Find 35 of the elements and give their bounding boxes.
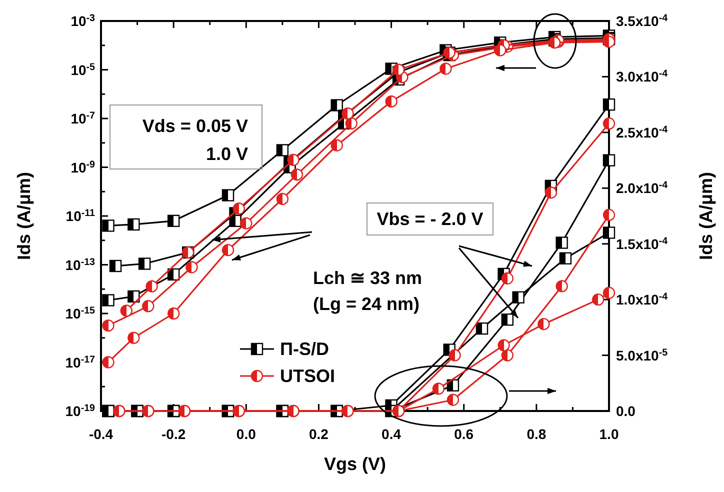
y-tick-label: 10$^{-9}$	[70, 158, 96, 176]
y2-tick-label: 0.0	[616, 403, 636, 419]
x-tick-label: 0.4	[382, 426, 402, 442]
y2-tick-label: 1.5x10$^{-4}$	[616, 235, 668, 252]
annotation: Vbs = - 2.0 V	[376, 209, 484, 229]
y-tick-label: 10$^{-11}$	[66, 208, 96, 224]
y-tick-label: 10$^{-17}$	[65, 354, 96, 370]
y-tick-label: 10$^{-7}$	[70, 110, 96, 126]
x-tick-label: 0.0	[236, 426, 256, 442]
x-tick-label: 1.0	[599, 426, 619, 442]
x-tick-label: -0.2	[162, 426, 186, 442]
annotation: Lch ≅ 33 nm	[313, 268, 422, 288]
y2-tick-label: 5.0x10$^{-5}$	[616, 346, 668, 364]
annotation: 1.0 V	[206, 144, 248, 164]
x-tick-label: 0.2	[308, 426, 329, 442]
y-tick-label: 10$^{-5}$	[70, 61, 96, 78]
annotation: Vds = 0.05 V	[142, 116, 248, 136]
y-tick-label: 10$^{-19}$	[65, 402, 96, 419]
x-tick-label: -0.4	[88, 426, 114, 442]
y2-tick-label: 3.5x10$^{-4}$	[616, 12, 668, 29]
y-tick-label: 10$^{-15}$	[65, 305, 96, 322]
annotation: (Lg = 24 nm)	[313, 294, 420, 314]
y2-tick-label: 2.5x10$^{-4}$	[616, 124, 668, 140]
y-axis-title: Ids (A/μm)	[14, 172, 34, 260]
y-tick-label: 10$^{-3}$	[70, 12, 96, 29]
x-axis-title: Vgs (V)	[324, 454, 386, 474]
legend-label: UTSOI	[280, 366, 336, 386]
y2-tick-label: 2.0x10$^{-4}$	[616, 180, 668, 196]
legend-label: Π-S/D	[280, 339, 329, 359]
x-tick-label: 0.6	[454, 426, 474, 442]
x-tick-label: 0.8	[526, 426, 546, 442]
y2-axis-title: Ids (A/μm)	[696, 172, 716, 260]
y-tick-label: 10$^{-13}$	[65, 256, 96, 273]
y2-tick-label: 1.0x10$^{-4}$	[616, 291, 668, 308]
y2-tick-label: 3.0x10$^{-4}$	[616, 68, 668, 85]
